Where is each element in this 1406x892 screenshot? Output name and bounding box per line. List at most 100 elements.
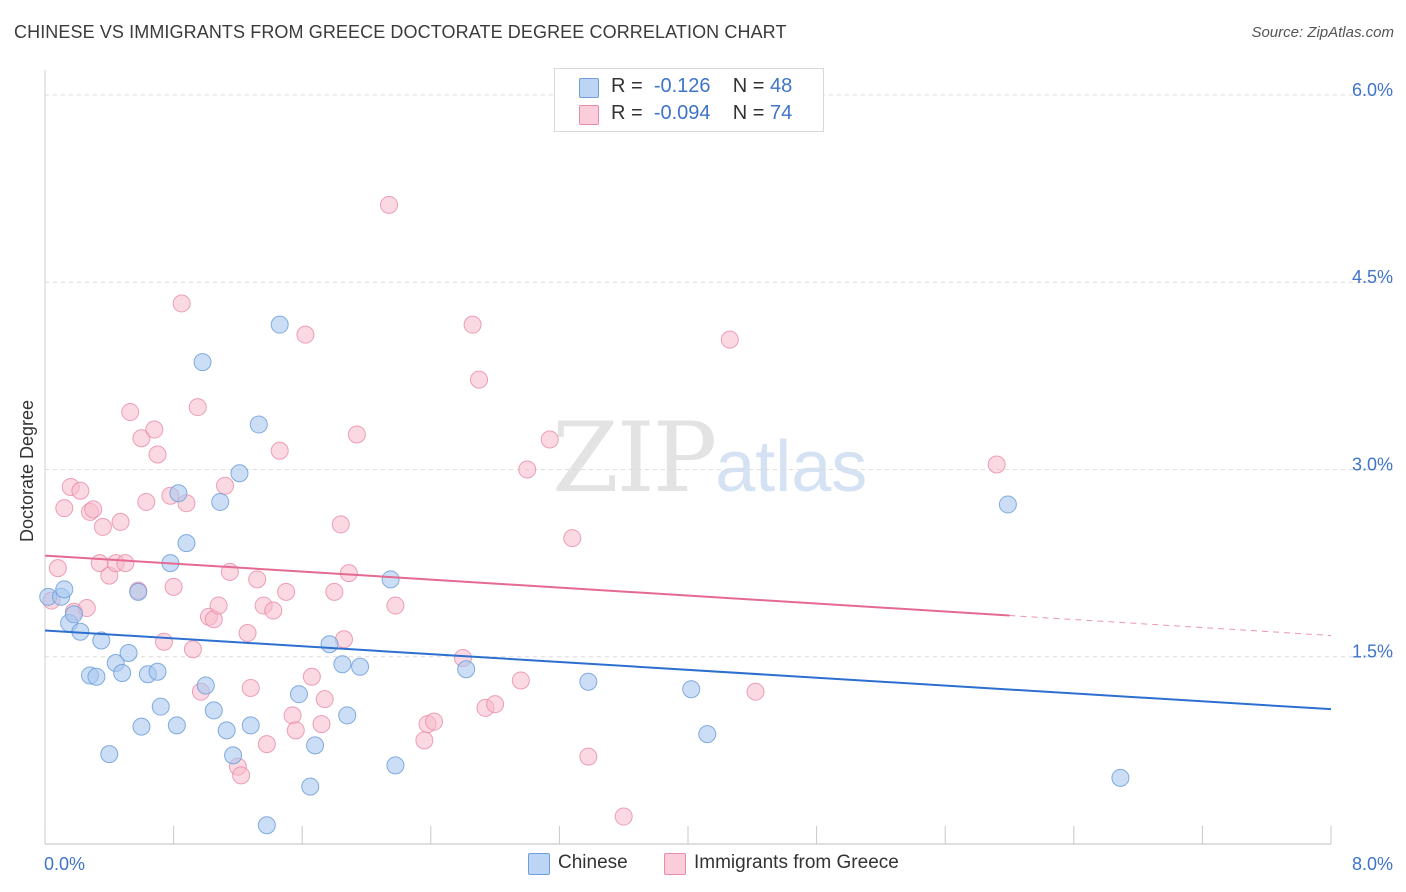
chart-title: CHINESE VS IMMIGRANTS FROM GREECE DOCTOR…: [14, 22, 787, 42]
chinese-point: [257, 816, 276, 835]
greece-point: [137, 492, 156, 511]
chinese-point: [64, 605, 83, 624]
axis-layer: [44, 70, 1332, 845]
chinese-point: [289, 685, 308, 704]
y-tick-label: 3.0%: [1352, 454, 1393, 474]
greece-point: [55, 499, 74, 518]
greece-point: [148, 445, 167, 464]
greece-point: [347, 425, 366, 444]
chinese-point: [230, 464, 249, 483]
chinese-point: [169, 484, 188, 503]
y-tick-label: 1.5%: [1352, 642, 1393, 662]
chinese-point: [129, 582, 148, 601]
greece-point: [277, 582, 296, 601]
greece-point: [48, 559, 67, 578]
greece-point: [209, 596, 228, 615]
greece-point: [746, 682, 765, 701]
greece-point: [470, 370, 489, 389]
chinese-point: [270, 315, 289, 334]
chinese-point: [211, 492, 230, 511]
greece-point: [425, 712, 444, 731]
chinese-point: [132, 717, 151, 736]
chinese-point: [151, 697, 170, 716]
chinese-point: [217, 721, 236, 740]
greece-point: [188, 398, 207, 417]
greece-point: [145, 420, 164, 439]
legend-item-label: Immigrants from Greece: [694, 852, 899, 873]
greece-point: [93, 517, 112, 536]
series-legend: Chinese Immigrants from Greece: [0, 852, 1406, 878]
chinese-point: [338, 706, 357, 725]
greece-point: [296, 325, 315, 344]
greece-point: [183, 640, 202, 659]
legend-r-label: R =: [611, 102, 643, 124]
chinese-point: [119, 643, 138, 662]
chinese-point: [333, 655, 352, 674]
chinese-point: [351, 657, 370, 676]
chinese-points: [39, 315, 1130, 835]
greece-point: [315, 690, 334, 709]
greece-point: [111, 512, 130, 531]
greece-trend-extension: [1009, 615, 1332, 637]
y-axis-title: Doctorate Degree: [17, 400, 37, 542]
greece-point: [339, 564, 358, 583]
greece-swatch-icon: [579, 105, 599, 125]
greece-point: [579, 747, 598, 766]
greece-point: [325, 582, 344, 601]
greece-point: [116, 554, 135, 573]
label-layer: 1.5% 3.0% 4.5% 6.0% 0.0% 8.0% Doctorate Degree: [17, 80, 1393, 874]
chinese-point: [204, 701, 223, 720]
trend-layer: [44, 554, 1332, 711]
chinese-trend-line: [44, 629, 1332, 711]
chinese-point: [224, 746, 243, 765]
correlation-legend: R = -0.126 N = 48 R = -0.094 N = 74: [554, 68, 824, 132]
greece-point: [232, 766, 251, 785]
watermark-atlas: atlas: [715, 427, 868, 507]
legend-row-text: R = -0.094 N = 74: [611, 102, 792, 125]
legend-r-value: -0.126: [653, 75, 711, 97]
x-tick-label: 0.0%: [44, 854, 85, 874]
chinese-point: [698, 725, 717, 744]
legend-n-value: 48: [770, 75, 793, 97]
greece-point: [164, 577, 183, 596]
chinese-point: [92, 631, 111, 650]
greece-point: [380, 195, 399, 214]
chinese-point: [87, 667, 106, 686]
watermark-zip: ZIP: [552, 402, 717, 514]
chinese-point: [241, 716, 260, 735]
greece-point: [511, 671, 530, 690]
greece-point: [331, 515, 350, 534]
chinese-point: [579, 672, 598, 691]
y-tick-label: 6.0%: [1352, 80, 1393, 100]
legend-n-label: N =: [732, 75, 765, 97]
y-tick-label: 4.5%: [1352, 267, 1393, 287]
greece-point: [312, 715, 331, 734]
greece-point: [415, 731, 434, 750]
greece-point: [286, 721, 305, 740]
legend-r-value: -0.094: [653, 102, 711, 124]
chinese-point: [177, 534, 196, 553]
greece-point: [84, 500, 103, 519]
legend-r-label: R =: [611, 75, 643, 97]
greece-swatch-icon: [664, 853, 686, 875]
greece-point: [386, 596, 405, 615]
greece-point: [302, 667, 321, 686]
greece-point: [720, 330, 739, 349]
greece-point: [563, 529, 582, 548]
chinese-point: [167, 716, 186, 735]
greece-point: [238, 624, 257, 643]
greece-points: [42, 195, 1006, 826]
watermark: ZIPatlas: [552, 402, 867, 514]
source-credit: Source: ZipAtlas.com: [1251, 24, 1394, 41]
greece-point: [540, 430, 559, 449]
legend-n-label: N =: [732, 102, 765, 124]
chinese-point: [196, 676, 215, 695]
chinese-point: [1111, 768, 1130, 787]
greece-point: [216, 476, 235, 495]
legend-item-label: Chinese: [558, 852, 628, 873]
chinese-point: [682, 680, 701, 699]
chinese-point: [381, 570, 400, 589]
chinese-point: [55, 580, 74, 599]
legend-n-value: 74: [770, 102, 793, 124]
